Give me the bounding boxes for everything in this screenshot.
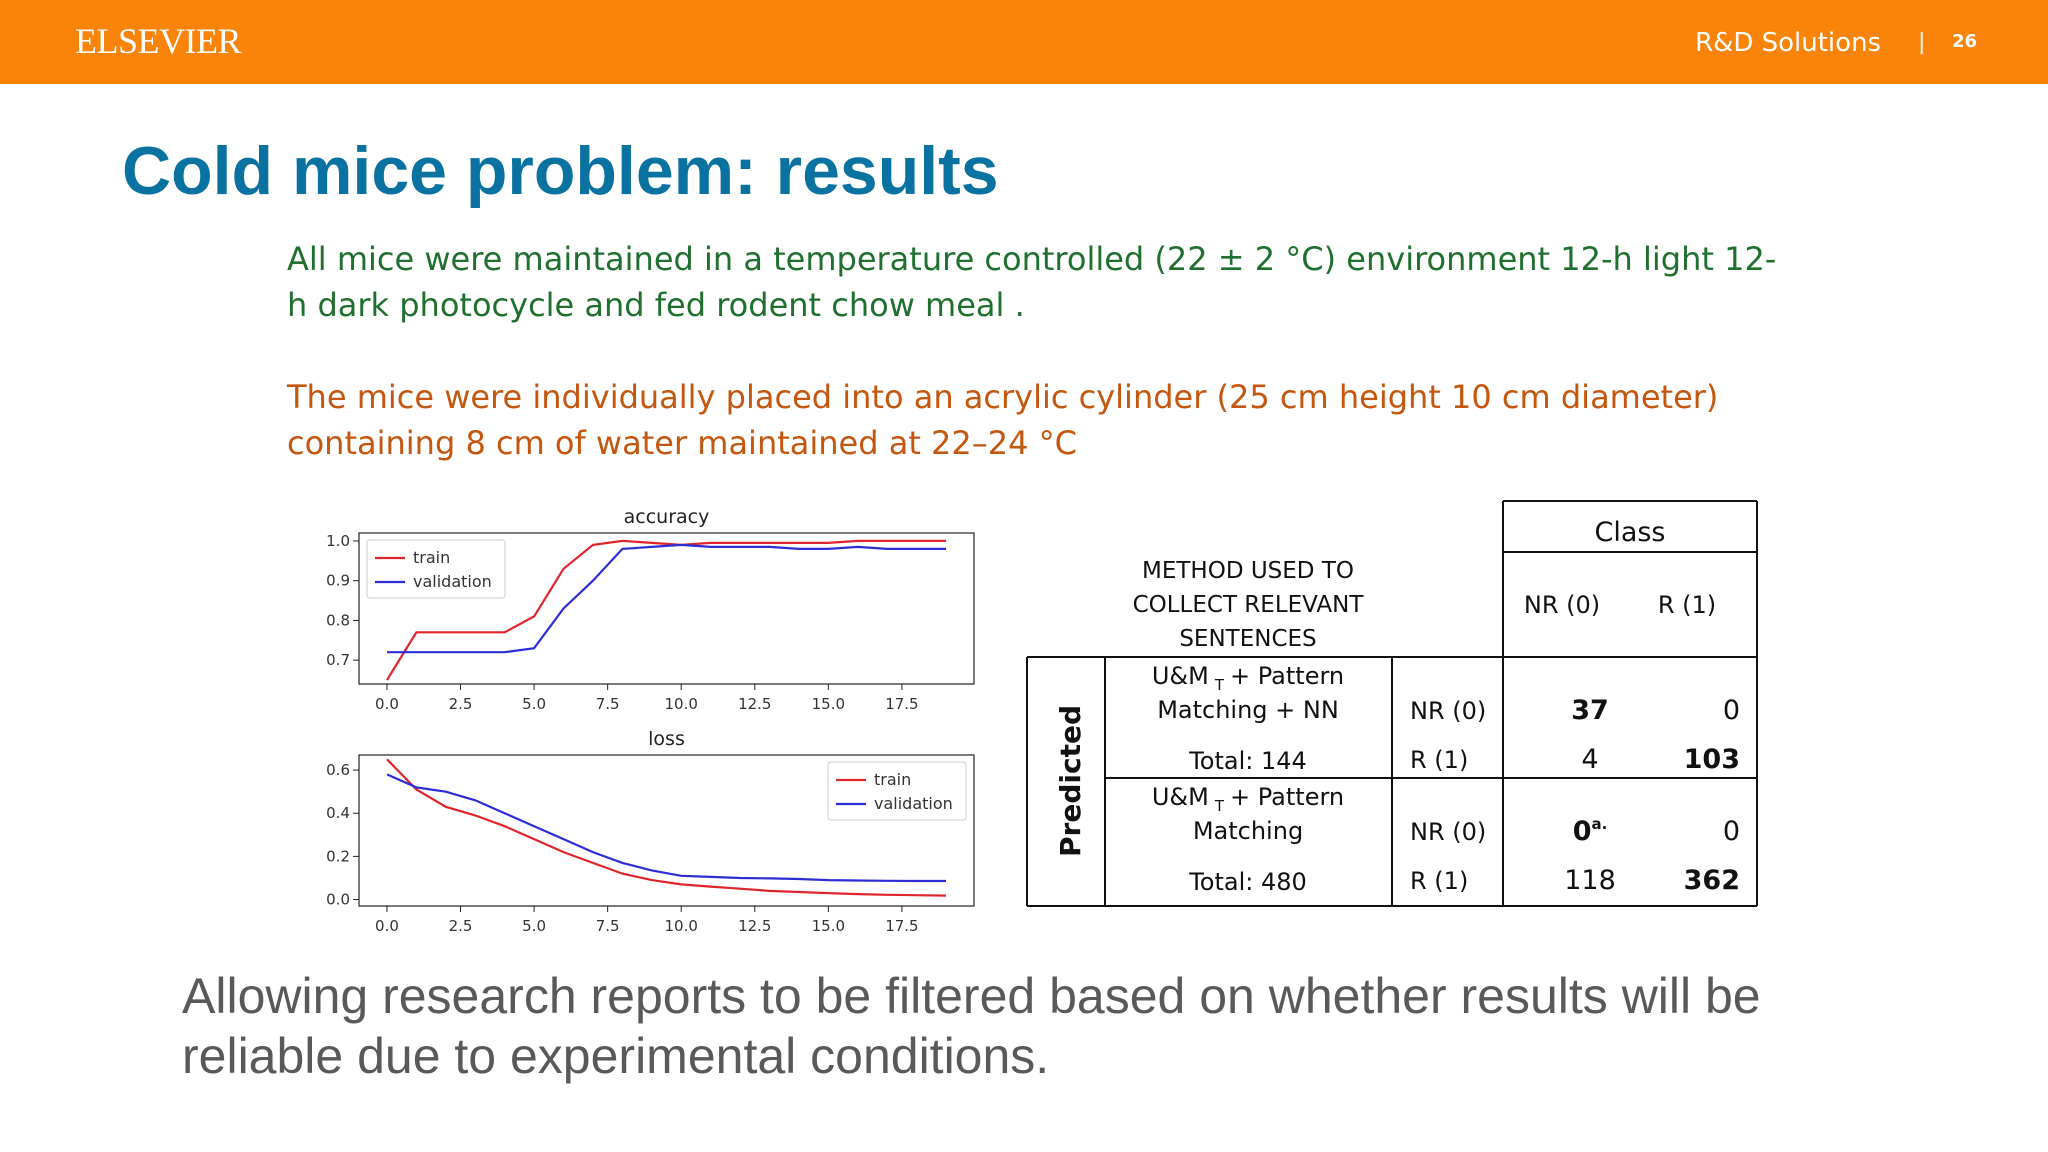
procedure-paragraph: The mice were individually placed into a… — [287, 378, 1719, 462]
accuracy-y-tick-label: 0.7 — [326, 651, 350, 669]
loss-x-tick-label: 15.0 — [812, 917, 845, 935]
accuracy-x-tick-label: 5.0 — [522, 695, 546, 713]
table-cell-value: 37 — [1571, 695, 1609, 726]
loss-x-tick-label: 2.5 — [449, 917, 473, 935]
loss-plot-frame — [358, 754, 975, 907]
table-method-header: COLLECT RELEVANT — [1133, 592, 1365, 618]
table-predicted-label: Predicted — [1054, 705, 1087, 857]
accuracy-x-tick-label: 2.5 — [449, 695, 473, 713]
table-cell-value: 4 — [1581, 744, 1598, 775]
accuracy-chart: accuracy 0.0 2.5 5.0 7.5 10.0 12.5 15.0 17.5 0.7 0… — [326, 506, 975, 713]
brand-label: R&D Solutions — [1695, 28, 1882, 58]
conclusion-text: Allowing research reports to be filtered… — [182, 968, 1761, 1084]
table-class-header: Class — [1594, 517, 1665, 548]
loss-x-tick-label: 17.5 — [885, 917, 918, 935]
elsevier-logo: ELSEVIER — [75, 21, 241, 61]
loss-y-tick-label: 0.2 — [326, 847, 350, 865]
table-method-header: SENTENCES — [1179, 626, 1316, 652]
accuracy-x-tick-label: 0.0 — [375, 695, 399, 713]
accuracy-x-tick-label: 10.0 — [665, 695, 698, 713]
table-method-header: METHOD USED TO — [1142, 558, 1354, 584]
header-separator: | — [1918, 30, 1926, 55]
accuracy-series-validation-line — [387, 543, 946, 654]
table-row-label: R (1) — [1410, 746, 1468, 774]
slide-title: Cold mice problem: results — [122, 133, 999, 209]
table-column-r: R (1) — [1658, 591, 1716, 619]
loss-title: loss — [648, 728, 685, 750]
accuracy-y-tick-label: 0.9 — [326, 572, 350, 590]
accuracy-y-tick-label: 0.8 — [326, 611, 350, 629]
accuracy-legend-label: train — [413, 548, 450, 567]
loss-x-tick-label: 10.0 — [665, 917, 698, 935]
loss-legend-label: train — [874, 770, 911, 789]
table-row-label: NR (0) — [1410, 697, 1486, 725]
loss-legend-label: validation — [874, 794, 953, 813]
table-method-name: Matching + NN — [1157, 696, 1339, 724]
loss-chart: loss 0.0 2.5 5.0 7.5 10.0 12.5 15.0 17.5 0.0 0.2 0.… — [326, 728, 975, 935]
table-row-label: NR (0) — [1410, 818, 1486, 846]
table-method-total: Total: 480 — [1188, 868, 1307, 896]
accuracy-y-tick-label: 1.0 — [326, 532, 350, 550]
accuracy-legend-label: validation — [413, 572, 492, 591]
environment-paragraph: All mice were maintained in a temperatur… — [287, 240, 1777, 324]
table-method-total: Total: 144 — [1188, 747, 1307, 775]
table-cell-value: 362 — [1684, 865, 1740, 896]
table-row-label: R (1) — [1410, 867, 1468, 895]
table-cell-value: 118 — [1564, 865, 1616, 896]
table-cell-value: 103 — [1684, 744, 1740, 775]
table-method-name: Matching — [1193, 817, 1303, 845]
header-bar: ELSEVIER R&D Solutions | 26 — [0, 0, 2048, 84]
accuracy-x-tick-label: 12.5 — [738, 695, 771, 713]
accuracy-x-tick-label: 15.0 — [812, 695, 845, 713]
accuracy-title: accuracy — [624, 506, 710, 528]
table-cell-value: 0a. — [1573, 815, 1608, 847]
loss-x-tick-label: 5.0 — [522, 917, 546, 935]
accuracy-series-train-line — [386, 539, 946, 681]
table-column-nr: NR (0) — [1524, 591, 1600, 619]
accuracy-x-tick-label: 7.5 — [596, 695, 620, 713]
loss-series-train-line — [386, 758, 947, 897]
accuracy-plot-frame — [358, 532, 975, 685]
accuracy-x-tick-label: 17.5 — [885, 695, 918, 713]
loss-x-tick-label: 0.0 — [375, 917, 399, 935]
page-number: 26 — [1952, 31, 1978, 52]
loss-legend — [827, 761, 967, 821]
accuracy-legend — [366, 539, 506, 599]
loss-y-tick-label: 0.4 — [326, 804, 350, 822]
loss-y-tick-label: 0.0 — [326, 891, 350, 909]
results-table: Class METHOD USED TO COLLECT RELEVANT SENTE… — [1026, 500, 1758, 907]
loss-x-tick-label: 12.5 — [738, 917, 771, 935]
loss-series-validation-line — [386, 773, 946, 883]
table-method-name: U&M T + Pattern — [1152, 662, 1344, 694]
loss-x-tick-label: 7.5 — [596, 917, 620, 935]
table-cell-value: 0 — [1723, 695, 1740, 726]
table-cell-value: 0 — [1723, 816, 1740, 847]
table-method-name: U&M T + Pattern — [1152, 783, 1344, 815]
loss-y-tick-label: 0.6 — [326, 761, 350, 779]
